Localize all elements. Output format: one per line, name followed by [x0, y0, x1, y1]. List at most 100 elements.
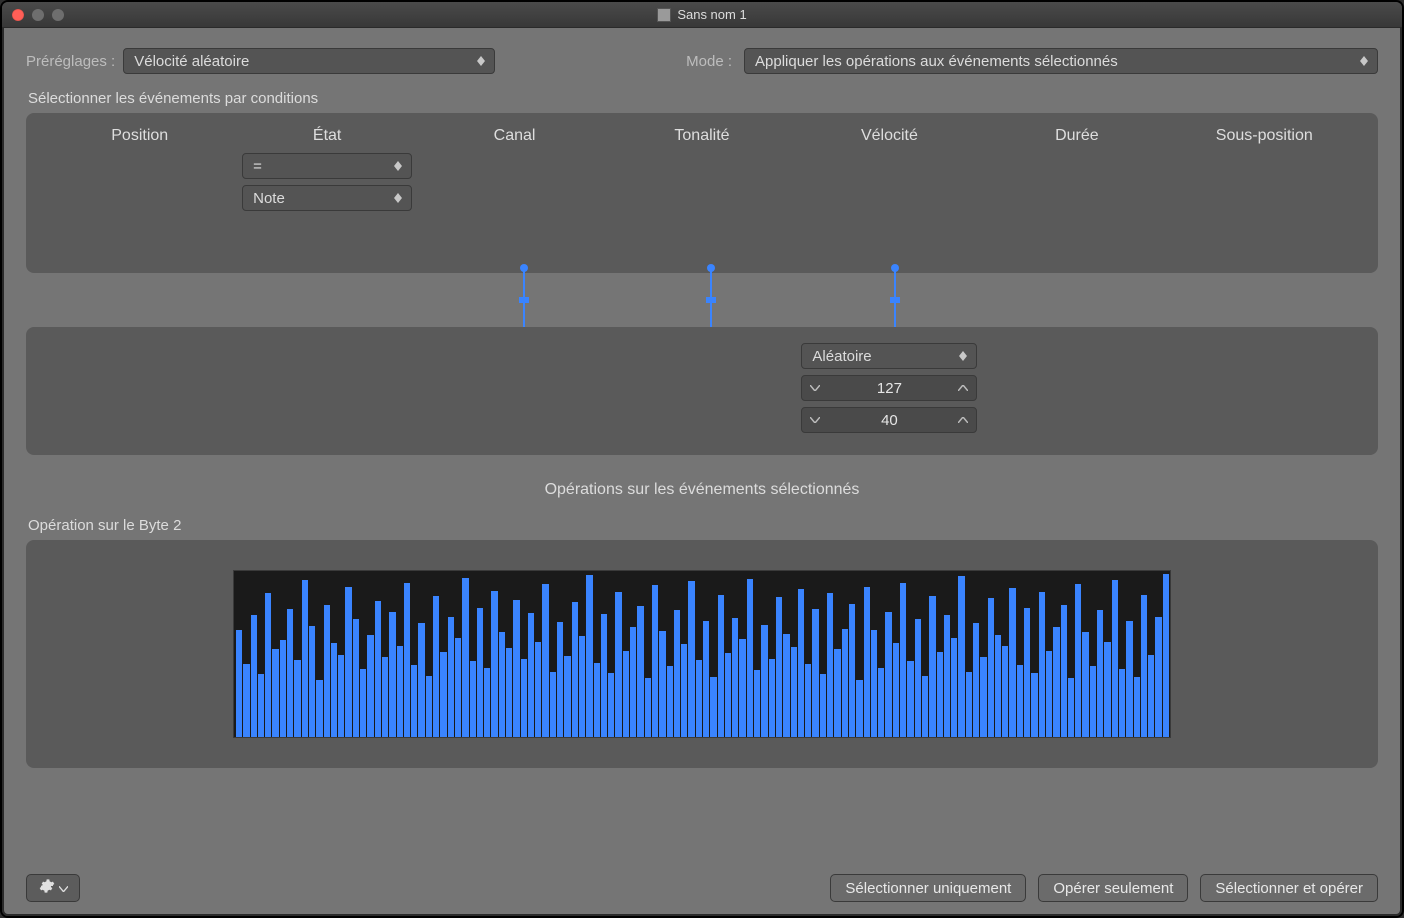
etat-value-dropdown[interactable]: Note: [242, 185, 412, 211]
chart-bar: [1155, 617, 1161, 737]
mode-dropdown[interactable]: Appliquer les opérations aux événements …: [744, 48, 1378, 74]
chart-bar: [1024, 608, 1030, 737]
chart-bar: [1090, 666, 1096, 737]
chart-bar: [324, 605, 330, 737]
chart-bar: [550, 672, 556, 737]
chart-bar: [499, 632, 505, 737]
chart-bar: [258, 674, 264, 737]
chart-bar: [389, 612, 395, 737]
chart-bar: [1009, 588, 1015, 737]
chart-bar: [251, 615, 257, 737]
chart-bar: [1039, 592, 1045, 737]
content-area: Préréglages : Vélocité aléatoire Mode : …: [2, 28, 1402, 784]
chevron-down-icon: [59, 879, 68, 897]
chart-bar: [1031, 673, 1037, 737]
col-etat: État: [233, 127, 420, 145]
chevron-up-down-icon: [391, 154, 405, 178]
chart-bar: [958, 576, 964, 737]
conditions-section-label: Sélectionner les événements par conditio…: [28, 90, 1378, 107]
chart-bar: [586, 575, 592, 737]
velocity-op-cell: Aléatoire 127: [796, 343, 983, 439]
footer: Sélectionner uniquement Opérer seulement…: [26, 874, 1378, 902]
presets-label: Préréglages :: [26, 53, 115, 70]
transform-window: Sans nom 1 Préréglages : Vélocité aléato…: [0, 0, 1404, 918]
chart-bar: [864, 587, 870, 737]
chevron-up-icon[interactable]: [952, 377, 974, 399]
select-and-operate-button[interactable]: Sélectionner et opérer: [1200, 874, 1378, 902]
chevron-down-icon[interactable]: [804, 409, 826, 431]
col-position: Position: [46, 127, 233, 145]
chart-bar: [980, 657, 986, 737]
conditions-headers: Position État Canal Tonalité Vélocité Du…: [26, 113, 1378, 153]
chart-bar: [900, 583, 906, 737]
select-only-label: Sélectionner uniquement: [845, 880, 1011, 897]
chart-bar: [418, 623, 424, 737]
chart-bar: [1126, 621, 1132, 737]
chart-bar: [681, 644, 687, 737]
chart-bar: [345, 587, 351, 737]
chart-bar: [521, 659, 527, 737]
operate-only-label: Opérer seulement: [1053, 880, 1173, 897]
chart-bar: [1104, 642, 1110, 737]
chart-bar: [856, 680, 862, 738]
chart-bar: [688, 581, 694, 737]
etat-operator-dropdown[interactable]: =: [242, 153, 412, 179]
chart-bar: [754, 670, 760, 737]
velocity-max-stepper[interactable]: 127: [801, 375, 977, 401]
chart-bar: [995, 635, 1001, 737]
connector-row: [26, 273, 1378, 327]
chart-bar: [579, 636, 585, 737]
chart-bar: [1082, 632, 1088, 737]
chart-bar: [243, 664, 249, 737]
action-menu-button[interactable]: [26, 874, 80, 902]
chart-bar: [630, 627, 636, 737]
operations-panel: Aléatoire 127: [26, 327, 1378, 455]
chart-bar: [542, 584, 548, 737]
chart-bar: [915, 619, 921, 737]
chart-bar: [309, 626, 315, 737]
chevron-down-icon[interactable]: [804, 377, 826, 399]
operate-only-button[interactable]: Opérer seulement: [1038, 874, 1188, 902]
chart-bar: [1068, 678, 1074, 737]
document-icon: [657, 8, 671, 22]
chart-bar: [272, 649, 278, 737]
chart-bar: [820, 674, 826, 737]
conditions-panel: Position État Canal Tonalité Vélocité Du…: [26, 113, 1378, 273]
chart-bar: [893, 643, 899, 737]
chart-bar: [761, 625, 767, 737]
chart-bar: [1134, 677, 1140, 737]
titlebar: Sans nom 1: [2, 2, 1402, 28]
byte2-bar-chart: [233, 570, 1171, 738]
chart-bar: [637, 606, 643, 737]
chart-bar: [732, 618, 738, 737]
chart-bar: [1075, 584, 1081, 737]
chart-bar: [535, 642, 541, 737]
velocity-op-mode-dropdown[interactable]: Aléatoire: [801, 343, 977, 369]
chart-bar: [462, 578, 468, 737]
chart-bar: [572, 602, 578, 737]
velocity-min-value: 40: [826, 412, 952, 429]
presets-dropdown[interactable]: Vélocité aléatoire: [123, 48, 495, 74]
chart-bar: [360, 669, 366, 737]
chart-bar: [710, 677, 716, 737]
chart-bar: [440, 652, 446, 737]
velocity-min-stepper[interactable]: 40: [801, 407, 977, 433]
col-tonalite: Tonalité: [608, 127, 795, 145]
select-and-operate-label: Sélectionner et opérer: [1215, 880, 1363, 897]
etat-cell: = Note: [233, 153, 420, 211]
chart-bar: [667, 666, 673, 737]
chevron-up-icon[interactable]: [952, 409, 974, 431]
velocity-max-value: 127: [826, 380, 952, 397]
chart-bar: [265, 593, 271, 737]
connector-velocite[interactable]: [894, 267, 896, 333]
select-only-button[interactable]: Sélectionner uniquement: [830, 874, 1026, 902]
connector-canal[interactable]: [523, 267, 525, 333]
chart-bar: [812, 609, 818, 737]
chart-bar: [338, 655, 344, 737]
chart-bar: [557, 622, 563, 737]
chart-bar: [397, 646, 403, 737]
connector-tonalite[interactable]: [710, 267, 712, 333]
chevron-up-down-icon: [956, 344, 970, 368]
gear-icon: [39, 878, 55, 899]
chart-bar: [966, 672, 972, 737]
